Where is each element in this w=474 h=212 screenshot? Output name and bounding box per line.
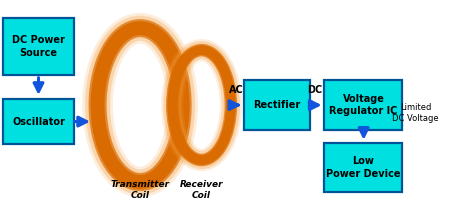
Text: Rectifier: Rectifier	[254, 100, 301, 110]
Text: DC Power
Source: DC Power Source	[12, 35, 65, 58]
Text: Oscillator: Oscillator	[12, 117, 65, 127]
FancyBboxPatch shape	[244, 80, 310, 130]
Text: AC: AC	[228, 85, 244, 95]
Text: Voltage
Regulator IC: Voltage Regulator IC	[329, 94, 398, 116]
FancyBboxPatch shape	[324, 80, 402, 130]
Text: Limited
DC Voltage: Limited DC Voltage	[392, 103, 439, 123]
Text: Transmitter
Coil: Transmitter Coil	[110, 180, 170, 200]
FancyBboxPatch shape	[324, 143, 402, 192]
FancyBboxPatch shape	[3, 18, 74, 75]
Text: Receiver
Coil: Receiver Coil	[180, 180, 223, 200]
Text: DC: DC	[307, 85, 323, 95]
FancyBboxPatch shape	[3, 99, 74, 144]
Text: Low
Power Device: Low Power Device	[326, 156, 401, 179]
